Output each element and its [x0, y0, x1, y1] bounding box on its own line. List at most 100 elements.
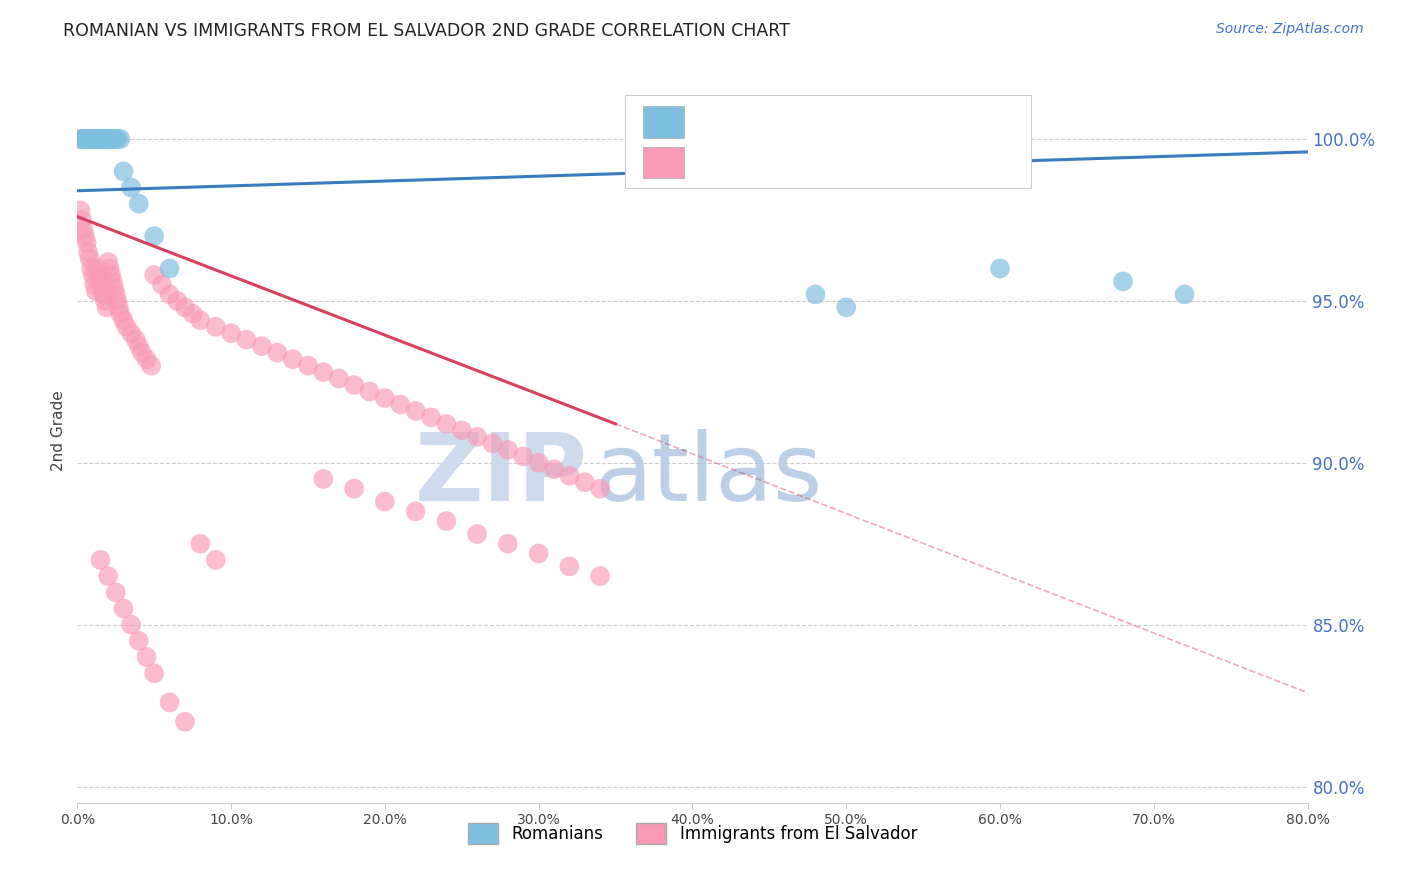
Point: [135, 650, 157, 665]
Point: [527, 456, 550, 470]
Point: [281, 352, 304, 367]
Point: [266, 345, 288, 359]
Point: [120, 326, 142, 341]
Point: [405, 404, 427, 418]
Point: [69, 203, 91, 218]
Point: [112, 313, 135, 327]
Point: [105, 293, 128, 308]
Point: [143, 666, 166, 681]
Point: [96, 132, 118, 146]
Point: [79, 132, 101, 146]
Point: [110, 307, 132, 321]
Point: [90, 281, 114, 295]
Point: [188, 313, 212, 327]
Point: [204, 319, 226, 334]
Point: [94, 132, 117, 146]
Point: [101, 274, 124, 288]
Point: [420, 410, 443, 425]
Legend: Romanians, Immigrants from El Salvador: Romanians, Immigrants from El Salvador: [461, 817, 924, 850]
Point: [94, 132, 117, 146]
Point: [73, 132, 96, 146]
Point: [103, 132, 125, 146]
Text: ZIP: ZIP: [415, 429, 588, 521]
Point: [86, 261, 108, 276]
Point: [87, 132, 110, 146]
Point: [465, 527, 488, 541]
Point: [93, 132, 115, 146]
Point: [94, 293, 117, 308]
Point: [83, 132, 105, 146]
Point: [120, 617, 142, 632]
Point: [80, 132, 103, 146]
Point: [143, 268, 166, 282]
Point: [181, 307, 204, 321]
Point: [90, 132, 114, 146]
Point: [558, 468, 581, 483]
Point: [835, 301, 858, 315]
Point: [101, 132, 124, 146]
Point: [93, 287, 115, 301]
Point: [89, 132, 111, 146]
Point: [558, 559, 581, 574]
Text: atlas: atlas: [595, 429, 823, 521]
Point: [297, 359, 319, 373]
Point: [82, 268, 104, 282]
Point: [343, 378, 366, 392]
Point: [69, 132, 91, 146]
Point: [496, 537, 519, 551]
Point: [359, 384, 381, 399]
Point: [70, 132, 93, 146]
Point: [159, 261, 181, 276]
Point: [72, 222, 94, 236]
Point: [77, 132, 100, 146]
Point: [589, 482, 612, 496]
Point: [76, 132, 98, 146]
Point: [97, 132, 120, 146]
Point: [512, 450, 534, 464]
Point: [76, 132, 98, 146]
Point: [98, 132, 121, 146]
Point: [374, 494, 396, 508]
Point: [343, 482, 366, 496]
Point: [496, 442, 519, 457]
Point: [204, 553, 226, 567]
Point: [374, 391, 396, 405]
Point: [120, 180, 142, 194]
Point: [543, 462, 565, 476]
Point: [188, 537, 212, 551]
Point: [436, 514, 458, 528]
Point: [128, 633, 150, 648]
Point: [166, 293, 188, 308]
Text: Source: ZipAtlas.com: Source: ZipAtlas.com: [1216, 22, 1364, 37]
Point: [389, 397, 412, 411]
Point: [436, 417, 458, 431]
Point: [159, 287, 181, 301]
Point: [159, 695, 181, 709]
Point: [80, 261, 103, 276]
Point: [73, 229, 96, 244]
Point: [135, 352, 157, 367]
Point: [465, 430, 488, 444]
Point: [481, 436, 503, 450]
Point: [128, 196, 150, 211]
Point: [84, 132, 107, 146]
Point: [79, 252, 101, 266]
Point: [110, 132, 132, 146]
Y-axis label: 2nd Grade: 2nd Grade: [51, 390, 66, 471]
Bar: [644, 147, 683, 178]
Point: [97, 569, 120, 583]
Text: ROMANIAN VS IMMIGRANTS FROM EL SALVADOR 2ND GRADE CORRELATION CHART: ROMANIAN VS IMMIGRANTS FROM EL SALVADOR …: [63, 22, 790, 40]
Point: [143, 229, 166, 244]
Point: [73, 132, 96, 146]
Point: [125, 333, 148, 347]
Point: [574, 475, 596, 490]
Point: [93, 132, 115, 146]
Point: [86, 132, 108, 146]
Point: [82, 132, 104, 146]
Point: [589, 569, 612, 583]
Point: [1112, 274, 1135, 288]
Point: [82, 132, 104, 146]
Point: [450, 423, 472, 437]
Point: [328, 371, 350, 385]
Point: [219, 326, 242, 341]
